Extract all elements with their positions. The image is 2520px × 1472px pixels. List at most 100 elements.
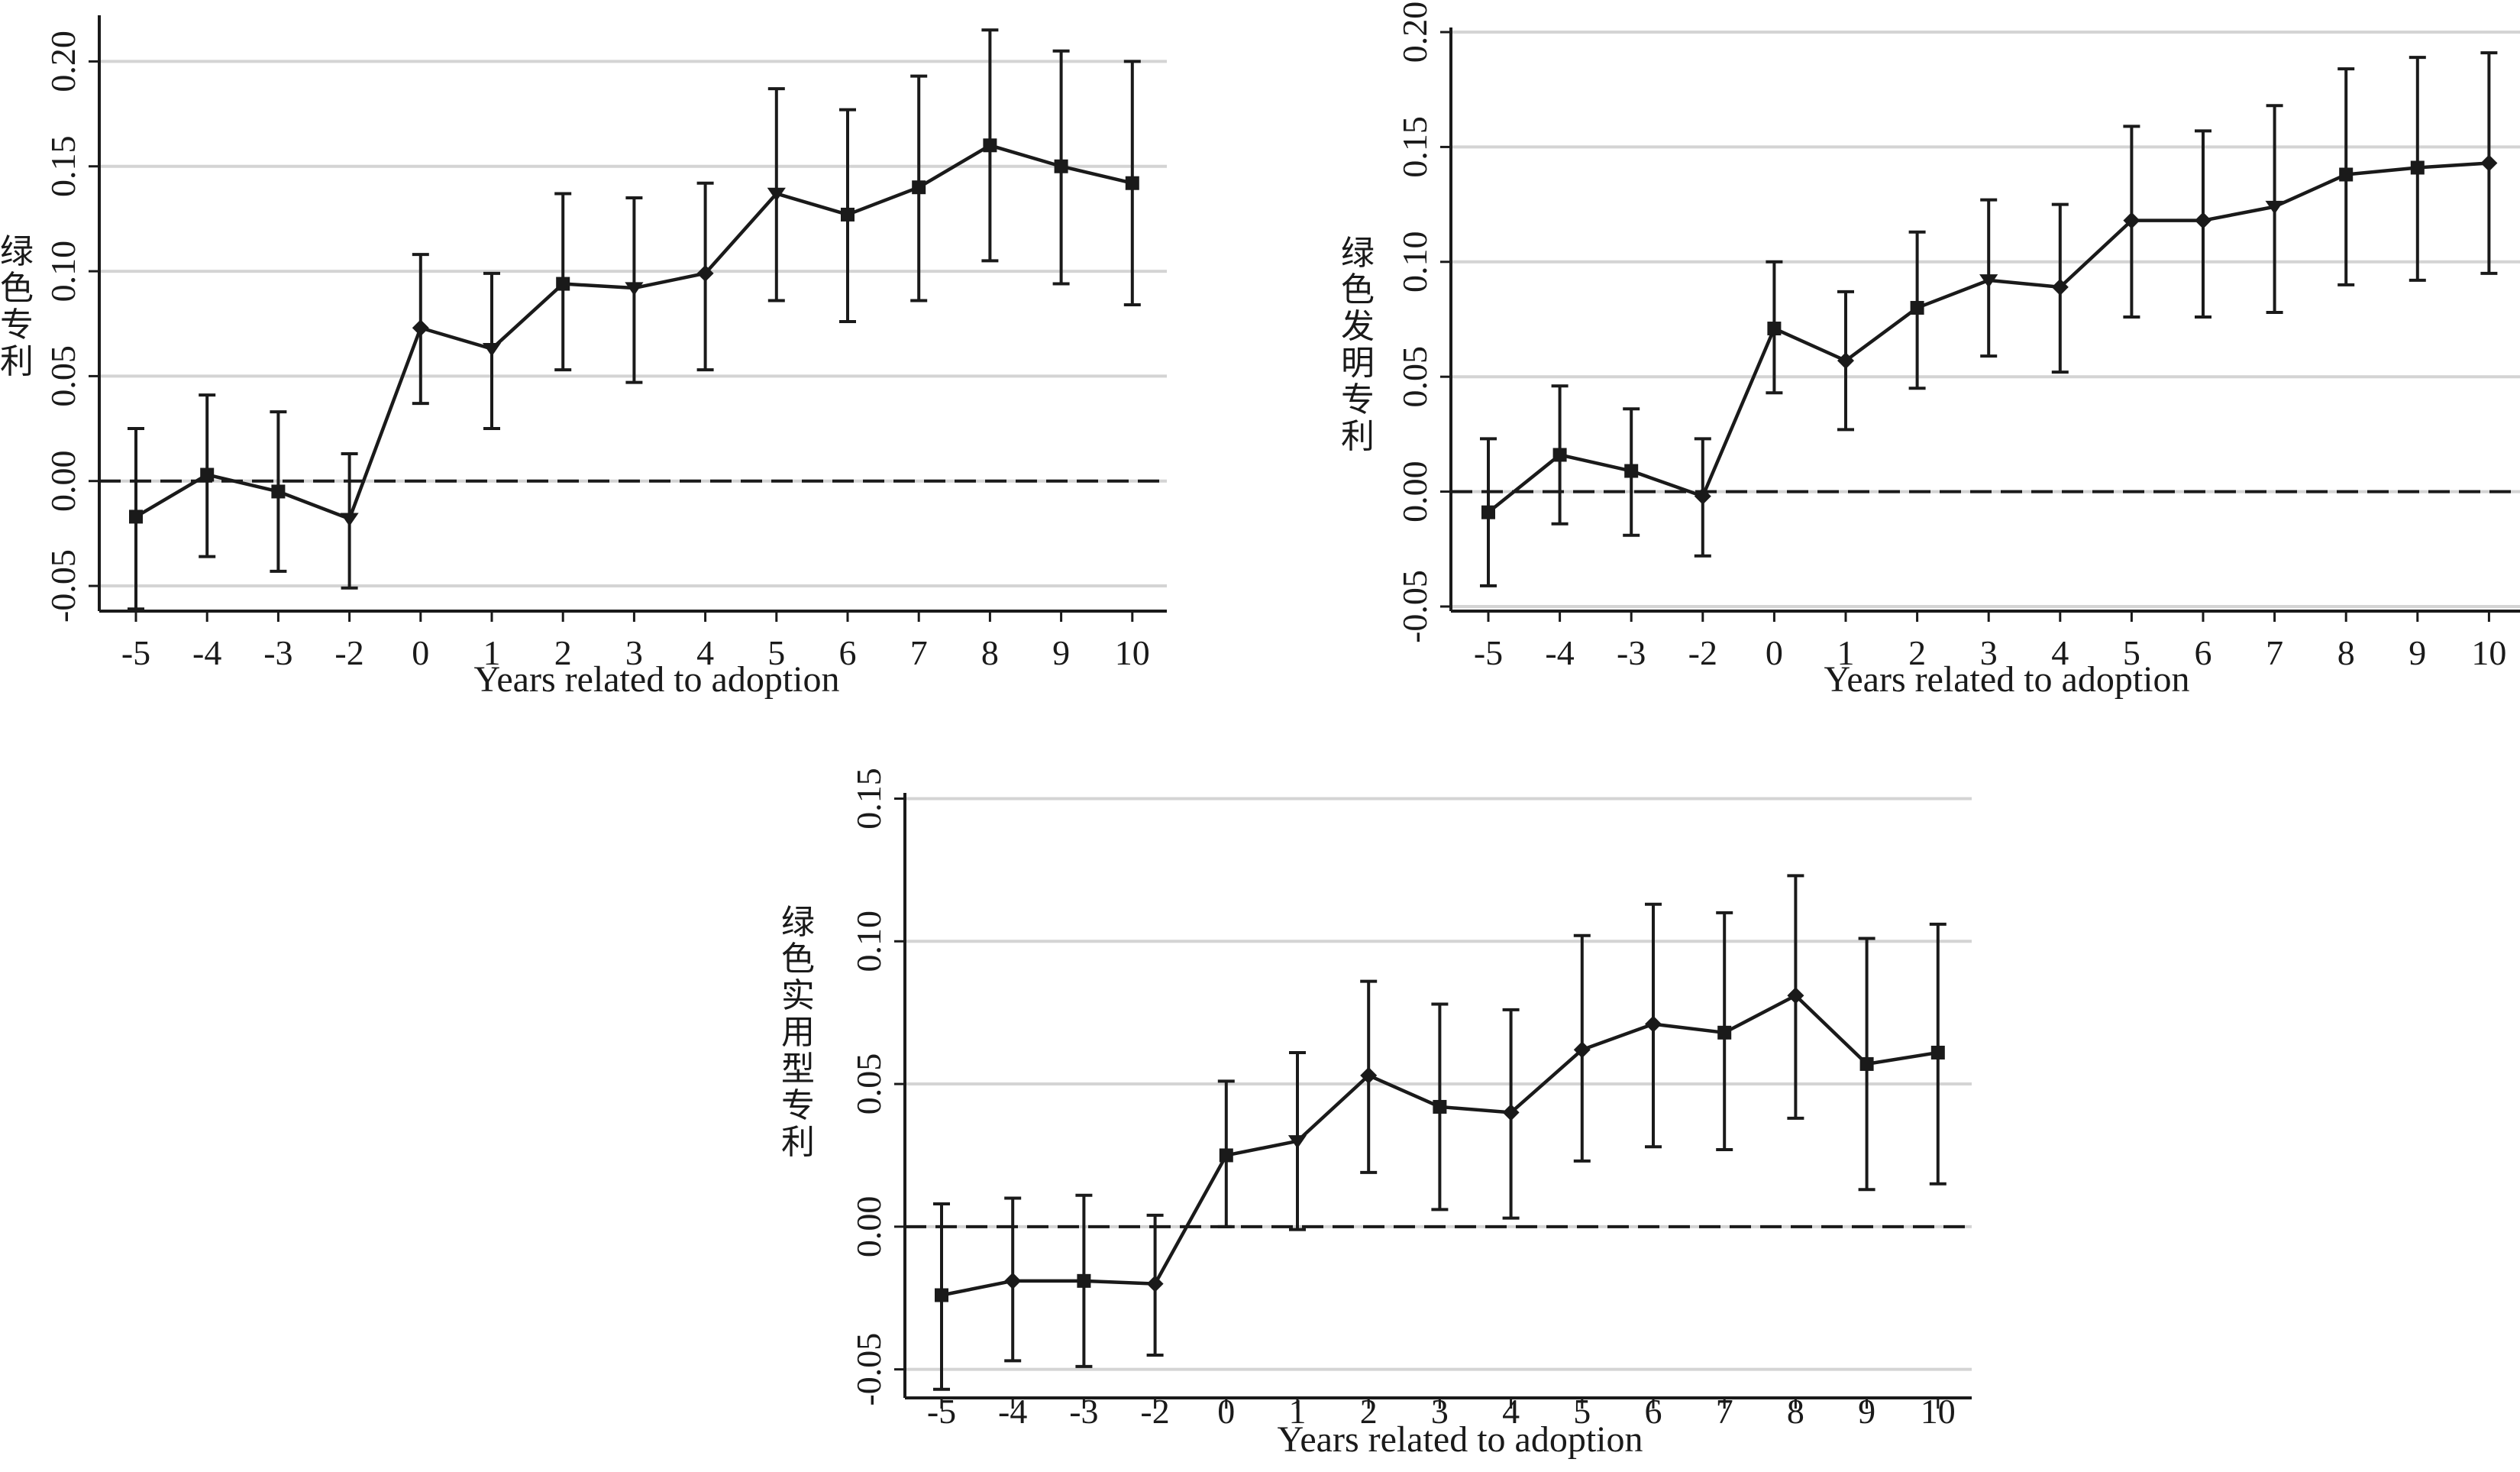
data-point [1717,1025,1732,1040]
data-point [935,1288,948,1302]
data-point [1930,1045,1945,1060]
y-tick-label: 0.10 [849,911,888,972]
data-point [2123,212,2140,229]
data-point [1979,274,1998,288]
data-point [2410,160,2425,175]
data-point [1787,987,1804,1005]
y-tick-label: 0.00 [849,1196,888,1258]
x-tick-label: -5 [1474,633,1503,672]
y-tick-label-group: 0.20 [44,31,82,92]
x-tick-label: 9 [2409,633,2426,672]
x-tick-label: -4 [1545,633,1574,672]
x-tick-label: -2 [1140,1392,1169,1431]
y-tick-label-group: 0.15 [1395,116,1434,178]
y-tick-label-group: 0.00 [44,450,82,512]
x-tick-label: 10 [2471,633,2506,672]
y-tick-label: 0.15 [1395,116,1434,178]
x-tick-label: 1 [1837,633,1855,672]
data-point [1573,1041,1591,1059]
x-tick-label: 1 [483,633,501,672]
x-tick-label: 2 [1908,633,1926,672]
data-point [1146,1275,1164,1292]
data-point [841,207,855,222]
y-tick-label-group: 0.10 [849,911,888,972]
y-tick-label: 0.15 [849,768,888,830]
y-tick-label: 0.00 [1395,461,1434,522]
data-point [912,180,926,195]
data-point [1287,1135,1307,1149]
x-tick-label: -4 [998,1392,1027,1431]
data-point [556,277,570,291]
y-axis-title: 绿色发明专利 [1341,234,1375,456]
x-tick-label: 9 [1858,1392,1875,1431]
x-tick-label: -5 [927,1392,956,1431]
x-tick-label: -2 [334,633,363,672]
data-point [1552,448,1567,462]
y-tick-label-group: 0.05 [44,345,82,407]
data-point [983,138,997,153]
chart-svg-green-patents: -0.05 0.00 0.05 0.10 0.15 0.20 -5 -4 -3 -2 0 1 2 3 4 5 6… [0,15,1167,700]
x-tick-label: -3 [263,633,292,672]
x-tick-label: 4 [696,633,714,672]
y-tick-label: 0.00 [44,450,82,512]
x-tick-label: 8 [981,633,999,672]
data-point [482,342,502,357]
x-axis-title: Years related to adoption [1824,659,2189,700]
y-tick-label-group: -0.05 [1395,570,1434,643]
x-tick-label: 7 [910,633,928,672]
x-tick-label: -3 [1617,633,1646,672]
data-point [412,319,429,337]
data-point [2339,167,2354,182]
y-tick-label: 0.05 [44,345,82,407]
x-axis-title: Years related to adoption [1277,1419,1643,1460]
x-tick-label: 6 [839,633,857,672]
y-tick-label-group: 0.05 [1395,346,1434,408]
x-tick-label: 5 [767,633,785,672]
y-tick-label-group: 0.15 [44,135,82,196]
x-tick-label: 8 [1787,1392,1804,1431]
y-tick-label-group: 0.15 [849,768,888,830]
y-tick-label: 0.10 [1395,231,1434,293]
x-tick-label: 5 [2123,633,2140,672]
x-tick-label: 4 [1502,1392,1520,1431]
x-tick-label: -2 [1688,633,1717,672]
x-tick-label: 2 [554,633,572,672]
data-point [625,282,644,296]
data-point [2051,278,2069,296]
y-tick-label-group: 0.00 [1395,461,1434,522]
data-point [767,187,786,202]
y-tick-label-group: 0.10 [1395,231,1434,293]
x-tick-label: -4 [192,633,221,672]
x-tick-label: 0 [412,633,429,672]
data-point [1125,176,1139,190]
data-point [1645,1015,1662,1033]
y-axis-title: 绿色专利 [0,232,34,381]
data-point [1694,487,1711,505]
x-tick-label: -5 [121,633,150,672]
data-point [129,510,143,524]
chart-panel-green-utility-patents: -0.05 0.00 0.05 0.10 0.15 -5 -4 -3 -2 0 1 2 3 4 5 6 7 8 9 1… [764,756,1985,1467]
data-point [1837,352,1854,370]
data-point [2195,212,2211,229]
x-axis-title: Years related to adoption [473,659,839,700]
data-point [1910,300,1924,315]
y-tick-label: -0.05 [44,549,82,623]
y-tick-label-group: 0.10 [44,241,82,302]
y-axis-title: 绿色实用型专利 [781,903,815,1162]
x-tick-label: 3 [1980,633,1998,672]
chart-panel-green-invention-patents: -0.05 0.00 0.05 0.10 0.15 0.20 -5 -4 -3 -2 0 1 2 3 4 5 6… [1329,0,2520,710]
x-tick-label: 8 [2337,633,2355,672]
chart-panel-green-patents: -0.05 0.00 0.05 0.10 0.15 0.20 -5 -4 -3 -2 0 1 2 3 4 5 6… [0,0,1191,710]
data-point [271,484,286,499]
y-tick-label: 0.05 [1395,346,1434,408]
data-point [1219,1148,1233,1163]
data-point [696,264,714,282]
data-point [2480,154,2498,172]
data-point [2265,200,2284,215]
data-point [340,513,359,527]
x-tick-label: 7 [2266,633,2283,672]
x-tick-label: 4 [2051,633,2069,672]
data-point [1767,322,1782,336]
y-tick-label-group: 0.20 [1395,2,1434,63]
x-tick-label: 6 [2195,633,2212,672]
